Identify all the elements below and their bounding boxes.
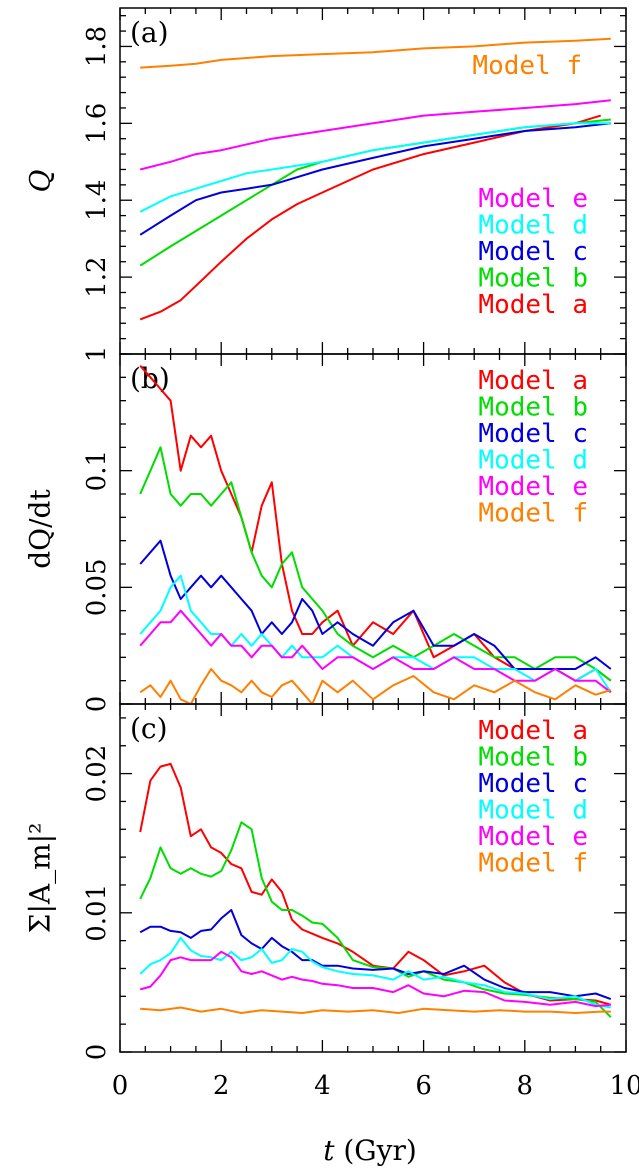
x-tick-label: 0 [112,1071,129,1101]
y-tick-label: 1.4 [82,180,112,221]
legend-entry: Model a [478,366,588,396]
legend-entry: Model c [478,237,588,267]
series-line-model-e [139,609,612,694]
series-line-model-f [139,668,612,704]
series-line-model-a [139,762,612,1006]
series-line-model-a [139,114,601,321]
legend-entry: Model e [478,822,588,852]
series-line-model-e [139,99,611,171]
series-line-model-c [139,539,612,670]
y-tick-label: 1.2 [82,256,112,297]
legend-entry: Model d [478,796,588,826]
y-axis-title: Q [24,169,57,192]
series-line-model-f [140,37,611,69]
x-tick-label: 2 [213,1071,230,1101]
legend-entry: Model f [478,849,588,879]
x-tick-label: 8 [517,1071,534,1101]
legend-entry: Model c [478,769,588,799]
y-axis-title: Σ|A_m|² [24,823,57,934]
series-group [139,37,611,321]
y-tick-label: 0.1 [82,450,112,491]
x-tick-label: 4 [314,1071,331,1101]
y-tick-label: 1.6 [82,103,112,144]
legend-entry: Model f [472,51,582,81]
y-tick-label: 0 [82,1044,112,1061]
series-line-model-c [139,122,611,236]
y-axis-title: dQ/dt [24,489,57,569]
legend-entry: Model b [478,743,588,773]
series-line-model-d [139,574,612,693]
y-tick-label: 1.8 [82,26,112,67]
y-tick-label: 0.05 [82,558,112,616]
series-line-model-a [139,365,612,682]
legend-entry: Model f [478,499,588,529]
y-tick-label: 0.02 [82,745,112,803]
y-tick-label: 1 [82,346,112,363]
y-tick-label: 0.01 [82,884,112,942]
legend-entry: Model a [478,290,588,320]
series-line-model-c [139,909,612,1001]
x-tick-label: 6 [415,1071,432,1101]
y-tick-label: 0 [82,696,112,713]
series-line-model-b [139,821,612,1018]
legend-entry: Model e [478,184,588,214]
x-axis-title: t (Gyr) [323,1134,417,1167]
legend-entry: Model b [478,264,588,294]
panel-label: (b) [130,362,170,395]
legend-entry: Model a [478,716,588,746]
series-group [139,762,612,1018]
panel-label: (a) [130,16,169,49]
series-group [139,365,612,704]
legend-entry: Model d [478,446,588,476]
series-line-model-e [139,950,611,1008]
legend-entry: Model c [478,419,588,449]
legend-entry: Model e [478,472,588,502]
panel-label: (c) [130,712,168,745]
series-line-model-d [139,936,611,1009]
series-line-model-f [140,1006,611,1014]
legend-entry: Model d [478,211,588,241]
series-line-model-d [139,122,611,213]
x-tick-label: 10 [609,1071,639,1101]
legend-entry: Model b [478,393,588,423]
